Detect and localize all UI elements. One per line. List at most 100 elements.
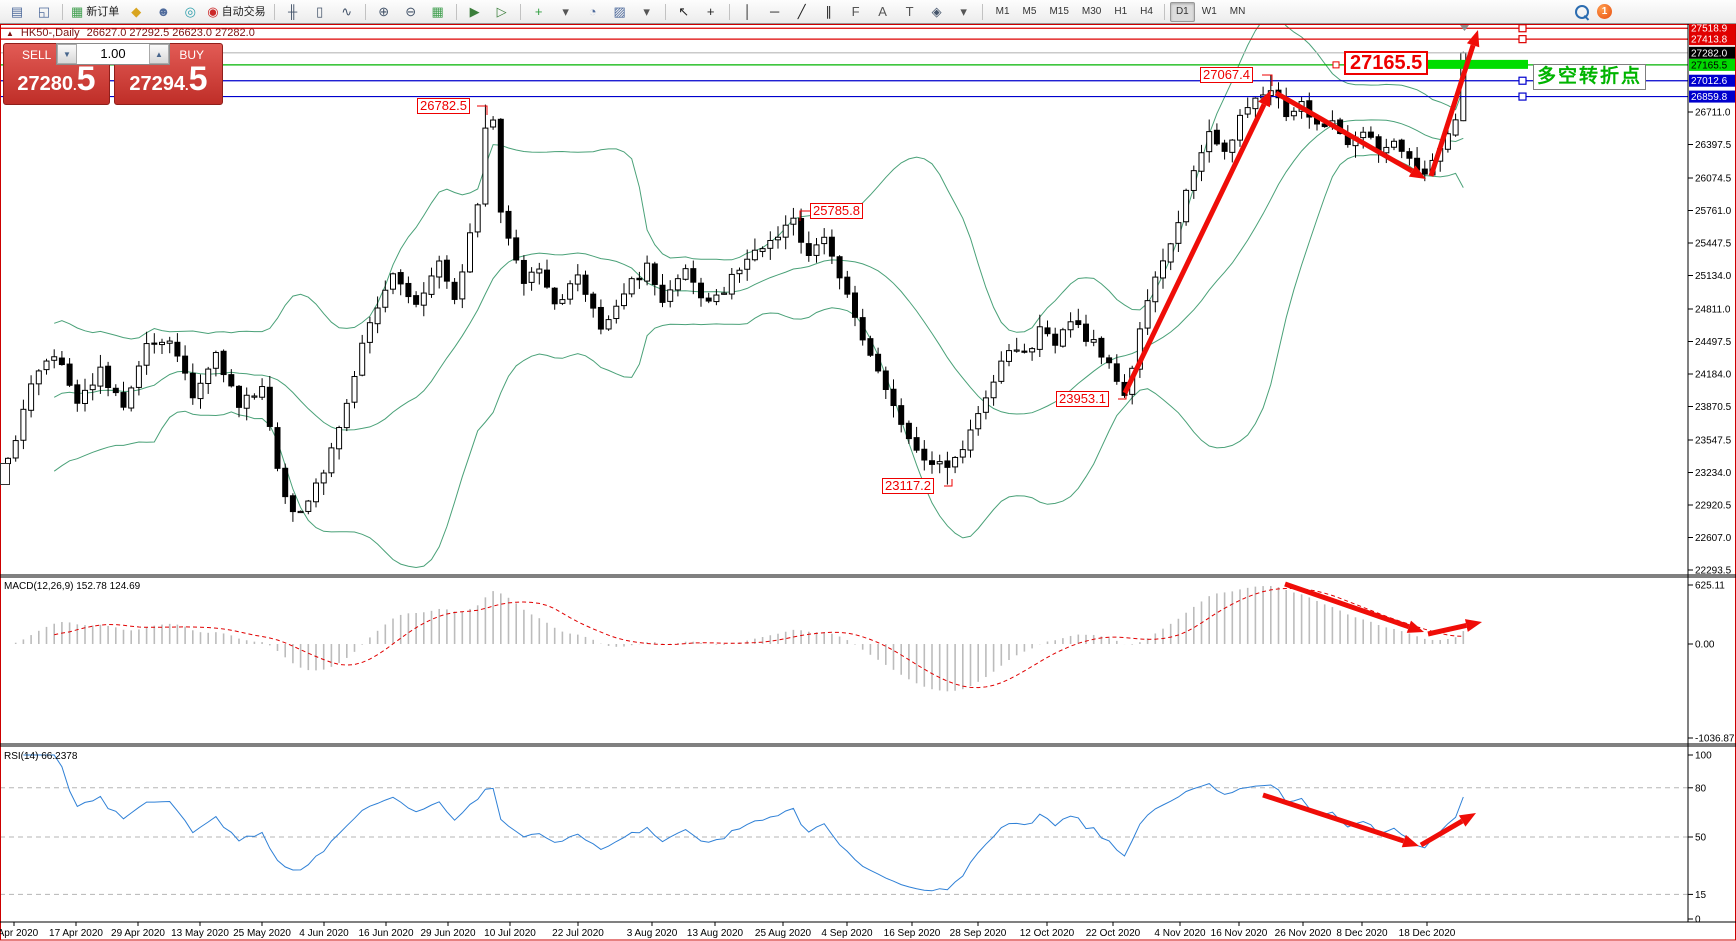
arrows-dropdown[interactable]: ▾ [951,1,977,23]
timeframe-m1[interactable]: M1 [995,6,1010,17]
line-handle[interactable] [1518,92,1527,101]
green-level-bar[interactable] [1428,59,1528,69]
zoom-out-button[interactable]: ⊖ [398,1,424,23]
current-bar-marker [1460,25,1469,31]
trend-arrow-head [1258,90,1271,108]
candlestick-chart-icon: ▯ [316,3,324,19]
bar-chart-button[interactable]: ╫ [280,1,306,23]
price-flag-25785-8[interactable]: 25785.8 [810,203,863,219]
svg-text:24811.0: 24811.0 [1695,304,1731,315]
line-handle[interactable] [1518,76,1527,85]
periods-button[interactable]: ◔ [580,1,606,23]
timeframe-w1[interactable]: W1 [1201,6,1217,17]
chart-shift-button[interactable]: ▷ [489,1,515,23]
text-label-button[interactable]: T [897,1,923,23]
chart-ohlc-values: 26627.0 27292.5 26623.0 27282.0 [86,27,255,39]
svg-text:3 Apr 2020: 3 Apr 2020 [0,928,39,939]
timeframe-m15[interactable]: M15 [1049,6,1069,17]
timeframe-h4[interactable]: H4 [1140,6,1153,17]
trend-arrow-head [1408,165,1426,179]
line-handle[interactable] [1518,35,1527,44]
auto-scroll-button[interactable]: ▶ [462,1,488,23]
horizontal-line-button[interactable]: ─ [762,1,788,23]
market-watch-button[interactable]: ☻ [150,1,176,23]
volume-field[interactable]: 1.00 [100,46,126,61]
timeframe-h1[interactable]: H1 [1114,6,1128,17]
trend-arrow-4[interactable] [1284,581,1410,630]
indicators-button[interactable]: + [526,1,552,23]
svg-text:22 Jul 2020: 22 Jul 2020 [552,928,604,939]
flag-anchor [1332,61,1340,69]
trend-arrow-2[interactable] [1274,90,1414,174]
svg-text:25134.0: 25134.0 [1695,271,1732,282]
buy-price: 27294.5 [129,60,208,98]
timeframe-m30[interactable]: M30 [1081,6,1102,17]
tile-windows-button[interactable]: ▦ [425,1,451,23]
trend-arrow-3[interactable] [1428,44,1476,177]
arrows-button[interactable]: ◈ [924,1,950,23]
svg-text:-1036.87: -1036.87 [1695,734,1735,745]
templates-button[interactable]: ▨ [607,1,633,23]
rsi-line [23,754,1464,892]
svg-text:10 Jul 2020: 10 Jul 2020 [484,928,536,939]
zoom-in-button[interactable]: ⊕ [371,1,397,23]
horizontal-line-icon: ─ [770,3,780,19]
cursor-button[interactable]: ↖ [671,1,697,23]
search-icon[interactable] [1575,4,1589,19]
news-button[interactable]: ◎ [177,1,203,23]
svg-text:23547.5: 23547.5 [1695,435,1732,446]
templates-dropdown[interactable]: ▾ [634,1,660,23]
indicators-dropdown[interactable]: ▾ [553,1,579,23]
notification-badge[interactable]: 1 [1597,4,1612,19]
text-button[interactable]: A [870,1,896,23]
charts-list-button[interactable]: ▤ [4,1,30,23]
svg-text:4 Nov 2020: 4 Nov 2020 [1154,928,1206,939]
line-chart-button[interactable]: ∿ [334,1,360,23]
svg-text:625.11: 625.11 [1695,581,1725,592]
text-icon: A [878,3,887,19]
chart-collapse-icon[interactable]: ▲ [6,28,14,38]
trendline-button[interactable]: ╱ [789,1,815,23]
toolbar-separator [664,3,666,20]
timeframe-mn[interactable]: MN [1229,6,1246,17]
candlestick-chart-button[interactable]: ▯ [307,1,333,23]
svg-text:13 May 2020: 13 May 2020 [171,928,229,939]
chart-shift-icon: ▷ [496,3,507,19]
trend-arrow-7[interactable] [1419,818,1464,848]
templates-dropdown: ▾ [643,3,650,19]
trend-arrow-1[interactable] [1122,103,1267,395]
price-flag-23117-2[interactable]: 23117.2 [882,478,935,494]
equidistant-channel-button[interactable]: ∥ [816,1,842,23]
crosshair-button[interactable]: + [698,1,724,23]
line-handle[interactable] [1518,24,1527,33]
trend-arrow-6[interactable] [1262,792,1405,844]
bollinger-lower [53,154,1464,569]
price-flag-27067-4[interactable]: 27067.4 [1200,67,1253,83]
svg-text:27413.8: 27413.8 [1691,35,1728,46]
svg-text:16 Jun 2020: 16 Jun 2020 [358,928,413,939]
volume-decrease-button[interactable]: ▼ [57,44,77,64]
sell-price: 27280.5 [17,60,96,98]
trend-arrow-5[interactable] [1427,623,1467,637]
vertical-line-button[interactable]: │ [735,1,761,23]
svg-text:25447.5: 25447.5 [1695,238,1732,249]
price-flag-26782-5[interactable]: 26782.5 [417,98,470,114]
fibonacci-button[interactable]: F [843,1,869,23]
toolbar-separator [62,3,63,20]
new-order-button[interactable]: ▦ 新订单 [68,1,122,23]
price-flag-23953-1[interactable]: 23953.1 [1056,391,1109,407]
annotation-text[interactable]: 多空转折点 [1533,64,1647,90]
svg-text:26 Nov 2020: 26 Nov 2020 [1275,928,1332,939]
volume-increase-button[interactable]: ▲ [149,44,169,64]
trend-arrow-head [1466,30,1480,48]
data-window-icon: ◱ [37,3,51,19]
timeframe-d1[interactable]: D1 [1169,1,1195,22]
trend-arrow-head [1464,619,1482,632]
timeframe-m5[interactable]: M5 [1022,6,1037,17]
flag-connector [799,210,810,221]
price-flag-27165[interactable]: 27165.5 [1344,51,1429,75]
data-window-button[interactable]: ◱ [31,1,57,23]
autotrading-button[interactable]: ◉ 自动交易 [204,1,268,23]
metaeditor-button[interactable]: ◆ [123,1,149,23]
